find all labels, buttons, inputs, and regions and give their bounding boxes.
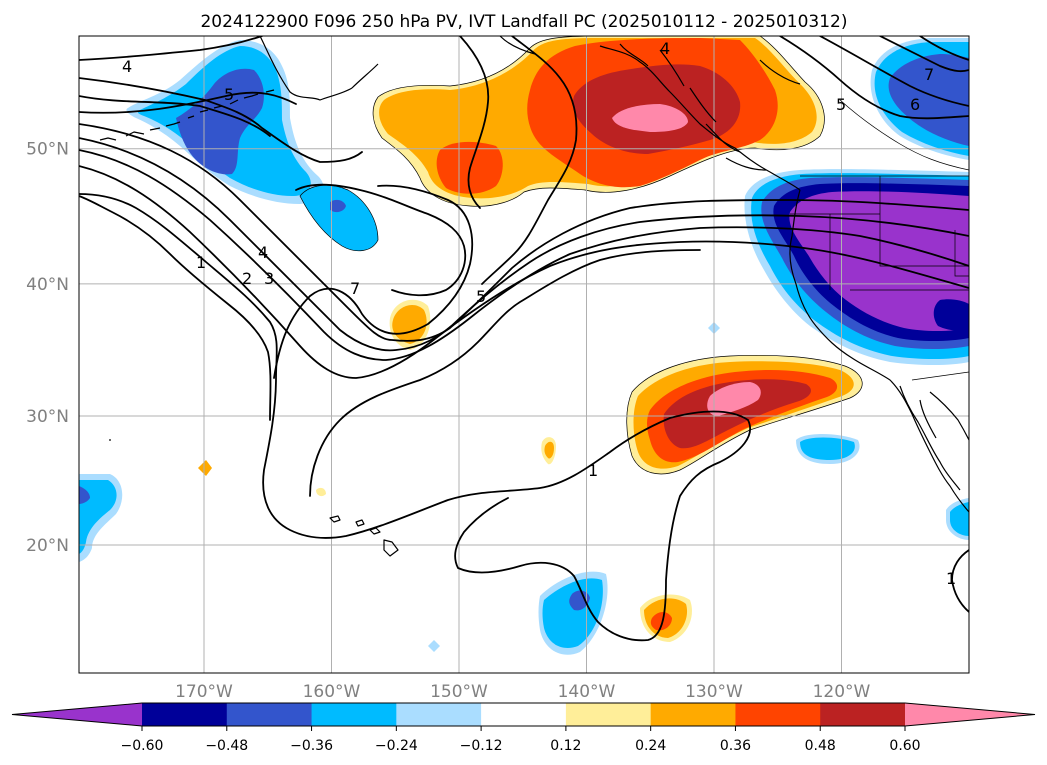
negative-anomaly-aleutians [126,40,379,252]
contour-line [79,95,271,137]
contour-labels: 4 5 6 7 5 7 4 3 2 1 5 1 1 4 [122,39,956,588]
coastline-layer [99,36,969,557]
contour-label: 7 [350,279,360,298]
colorbar-tick-label: 0.12 [550,738,581,754]
contour-label: 5 [836,95,846,114]
contour-line [79,77,363,163]
contour-line [819,36,969,107]
colorbar-tick-label: −0.60 [121,738,164,754]
contour-line [79,91,297,114]
map-title: 2024122900 F096 250 hPa PV, IVT Landfall… [200,12,847,32]
contour-line [295,183,467,297]
lon-tick-label: 170°W [175,682,233,702]
contour-line [459,36,490,209]
map-panel: 4 5 6 7 5 7 4 3 2 1 5 1 1 4 [78,35,970,674]
colorbar-bin [142,703,228,726]
lat-tick-label: 30°N [26,407,69,427]
negative-anomaly-small [79,322,969,655]
contour-label: 5 [224,85,234,104]
colorbar-bin [735,703,821,726]
colorbar-bin [311,703,397,726]
contour-line [79,137,969,352]
contour-line [309,249,701,497]
contour-label: 6 [910,95,920,114]
contour-label: 7 [924,65,934,84]
colorbar-tick-label: 0.24 [635,738,666,754]
lat-tick-label: 50°N [26,140,69,160]
contour-line [481,36,578,285]
colorbar-bin [650,703,736,726]
map-frame [78,35,970,674]
negative-anomaly-west-coast [744,169,969,365]
contour-line [79,149,969,361]
colorbar-extend-min [12,703,142,726]
colorbar-bin [396,703,482,726]
lon-tick-labels: 170°W 160°W 150°W 140°W 130°W 120°W [175,682,870,702]
gridlines [79,36,969,673]
contour-line [79,193,751,642]
colorbar-bin [565,703,652,726]
lon-tick-label: 160°W [303,682,361,702]
contour-line [79,165,969,379]
contour-label: 3 [264,269,274,288]
colorbar-extend-max [905,703,1035,726]
contour-line [919,36,969,61]
contour-line [951,549,969,613]
colorbar-tick-label: −0.48 [205,738,248,754]
contour-label: 1 [946,569,956,588]
colorbar-tick-label: 0.36 [720,738,751,754]
colorbar-tick-label: −0.12 [460,738,503,754]
contour-label: 5 [476,287,486,306]
colorbar-bin [820,703,906,726]
colorbar-tick-label: 0.48 [805,738,836,754]
contour-line [79,36,263,61]
contour-label: 4 [660,39,670,58]
contour-line [79,195,272,421]
lon-tick-label: 120°W [813,682,871,702]
positive-anomaly-small [198,299,692,642]
lon-tick-label: 140°W [558,682,616,702]
shading-layer [79,36,969,655]
contour-label: 4 [122,57,132,76]
colorbar-bin [226,703,313,726]
contour-label: 1 [196,253,206,272]
colorbar: −0.60 −0.48 −0.36 −0.24 −0.12 0.12 0.24 0.36 0.4… [11,702,1036,754]
lon-tick-label: 150°W [430,682,488,702]
contour-line [779,36,969,120]
contour-label: 1 [588,461,598,480]
lon-tick-label: 130°W [685,682,743,702]
contour-line [273,184,474,379]
lat-tick-label: 20°N [26,536,69,556]
lat-tick-label: 40°N [26,275,69,295]
positive-anomaly-subtropical [626,354,863,475]
colorbar-tick-label: 0.60 [889,738,920,754]
lat-tick-labels: 20°N 30°N 40°N 50°N [26,140,69,556]
colorbar-bin [481,703,567,726]
colorbar-tick-label: −0.24 [375,738,418,754]
contour-label: 2 [242,269,252,288]
contour-layer [79,36,969,642]
contour-label: 4 [258,243,268,262]
contour-line [879,36,969,73]
colorbar-tick-label: −0.36 [290,738,333,754]
